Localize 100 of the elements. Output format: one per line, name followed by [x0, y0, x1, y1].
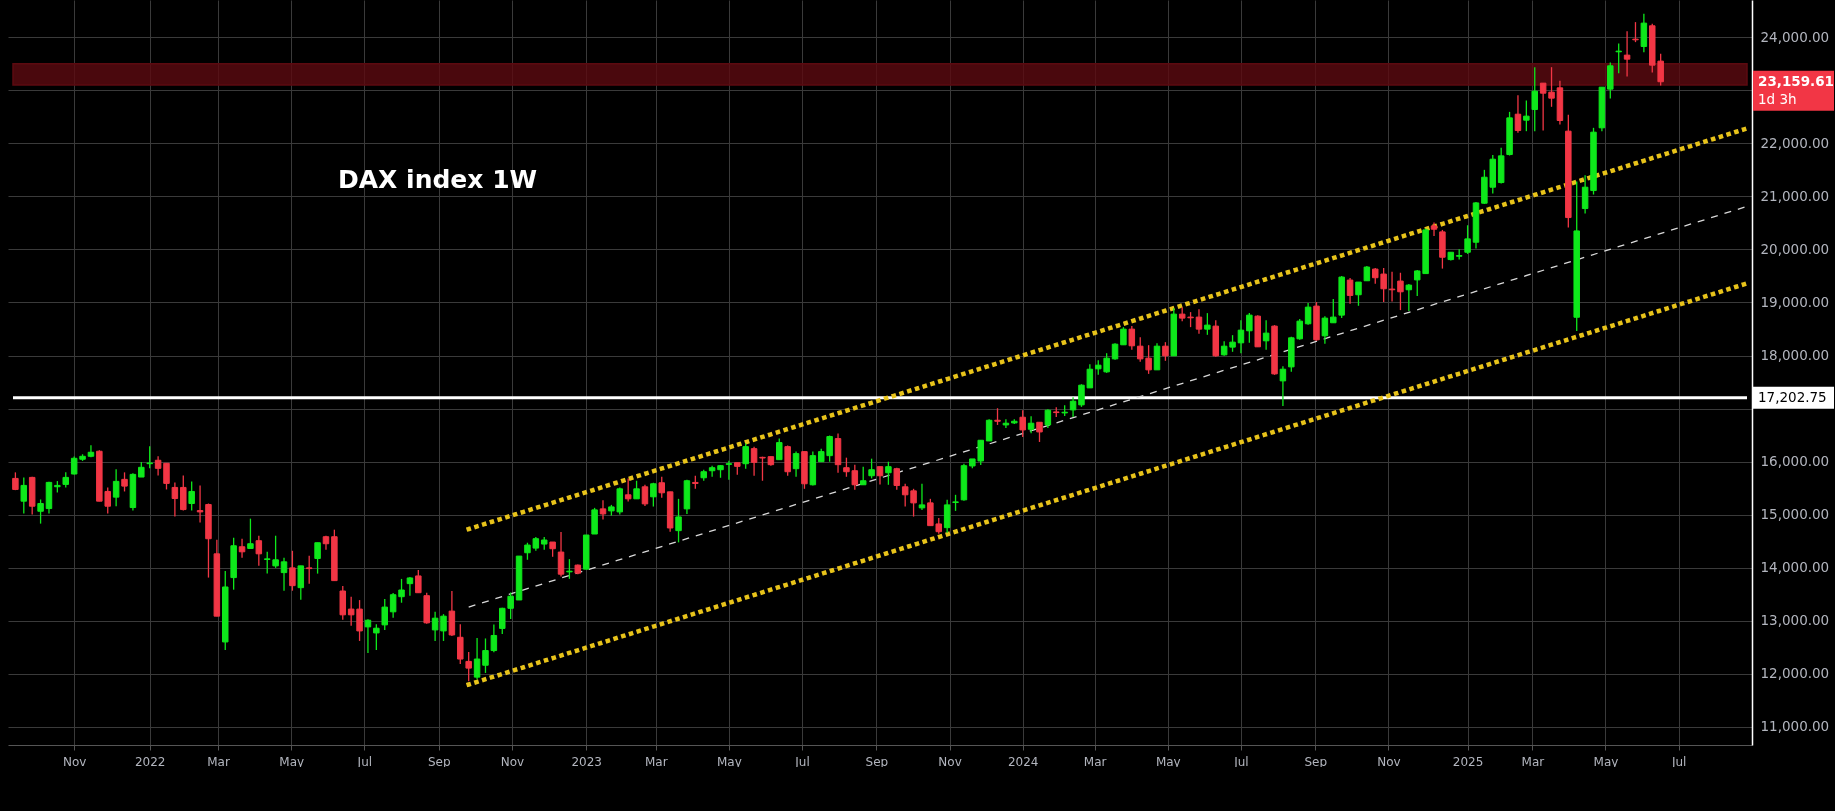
candlestick	[750, 445, 758, 477]
candlestick	[859, 466, 867, 486]
x-tick-label: 2022	[134, 754, 166, 769]
candlestick	[1355, 281, 1362, 307]
y-tick-label: 22,000.00	[1760, 134, 1830, 151]
y-tick-label: 20,000.00	[1760, 240, 1830, 257]
ref-line-label: 17,202.75	[1758, 388, 1827, 405]
candlestick	[1623, 30, 1631, 78]
candlestick	[658, 476, 665, 499]
candlestick	[146, 445, 153, 469]
candlestick	[1044, 408, 1052, 429]
y-tick-label: 13,000.00	[1760, 612, 1830, 629]
candlestick	[1069, 396, 1077, 418]
x-tick-label: 2025	[1452, 754, 1484, 769]
x-tick-label: Nov	[1377, 754, 1401, 769]
candlestick	[1279, 365, 1287, 407]
candlestick	[1464, 224, 1471, 255]
x-tick-label: Mar	[1521, 754, 1545, 769]
candlestick	[1304, 302, 1312, 326]
candlestick	[943, 499, 951, 534]
candlestick	[599, 499, 607, 521]
candlestick	[163, 462, 170, 491]
candlestick	[641, 484, 649, 507]
candlestick	[868, 458, 875, 480]
x-tick-label: Nov	[62, 754, 87, 769]
candlestick	[566, 558, 573, 580]
candlestick	[415, 569, 422, 594]
candlestick	[1405, 283, 1413, 312]
text: 1d 3h	[1758, 90, 1797, 107]
candlestick	[557, 531, 565, 578]
candlestick	[448, 590, 456, 637]
candlestick	[305, 555, 313, 585]
candlestick	[1346, 277, 1354, 305]
candlestick	[238, 538, 246, 559]
x-tick-label: Mar	[644, 754, 668, 769]
candlestick	[776, 437, 783, 461]
candlestick	[1523, 99, 1530, 132]
y-tick-label: 24,000.00	[1760, 28, 1830, 45]
candlestick	[1162, 341, 1169, 362]
candlestick	[364, 618, 372, 654]
candlestick	[1397, 272, 1404, 311]
candlestick	[725, 460, 733, 481]
candlestick	[1153, 342, 1161, 371]
text: DAX index 1W	[338, 165, 538, 194]
candlestick	[121, 471, 128, 493]
candlestick	[247, 517, 254, 550]
candlestick	[314, 542, 321, 575]
x-tick-label: Jul	[1670, 754, 1687, 769]
candlestick	[188, 480, 195, 512]
candlestick	[624, 477, 632, 503]
y-tick-label: 21,000.00	[1760, 187, 1830, 204]
candlestick	[1607, 61, 1614, 100]
candlestick	[1027, 415, 1035, 434]
y-tick-label: 15,000.00	[1760, 506, 1830, 523]
candlestick	[1321, 315, 1329, 345]
candlestick	[1514, 94, 1522, 134]
candlestick	[37, 498, 44, 525]
candlestick	[985, 418, 993, 442]
x-tick-label: Mar	[207, 754, 230, 769]
candlestick	[1640, 13, 1648, 53]
text: 23,159.61	[1758, 72, 1835, 89]
x-tick-label: Jul	[356, 754, 373, 769]
x-tick-label: Nov	[938, 754, 962, 769]
y-tick-label: 19,000.00	[1760, 293, 1830, 310]
x-tick-label: Nov	[500, 754, 525, 769]
candlestick	[1002, 418, 1010, 429]
y-tick-label: 16,000.00	[1760, 453, 1830, 470]
candlestick	[171, 481, 179, 518]
candlestick	[381, 598, 388, 631]
candlestick	[885, 461, 892, 486]
candlestick	[1195, 308, 1203, 335]
candlestick	[1388, 271, 1396, 303]
candlestick	[1036, 421, 1043, 443]
candlestick	[297, 565, 305, 601]
candlestick	[280, 557, 288, 592]
candlestick	[1019, 409, 1026, 438]
candlestick	[1128, 325, 1136, 351]
candlestick	[1430, 221, 1438, 237]
x-tick-label: Jul	[1233, 754, 1249, 769]
candlestick	[473, 637, 481, 680]
y-tick-label: 11,000.00	[1760, 718, 1830, 735]
y-tick-label: 14,000.00	[1760, 559, 1830, 576]
x-tick-label: Jul	[794, 754, 810, 769]
candlestick	[255, 535, 263, 567]
candlestick	[1246, 312, 1253, 344]
candlestick	[180, 474, 187, 512]
candlestick	[457, 623, 464, 665]
candlestick	[1330, 298, 1337, 324]
candlestick	[918, 483, 926, 511]
candlestick	[633, 480, 640, 500]
candlestick	[154, 455, 162, 477]
candlestick	[742, 442, 749, 470]
x-tick-label: 2023	[571, 754, 602, 769]
candlestick	[112, 468, 120, 507]
x-tick-label: Mar	[1083, 754, 1107, 769]
candlestick	[339, 585, 347, 621]
candlestick	[373, 623, 380, 651]
candlestick	[792, 450, 800, 478]
candlestick	[1531, 66, 1538, 132]
candlestick	[675, 498, 682, 543]
